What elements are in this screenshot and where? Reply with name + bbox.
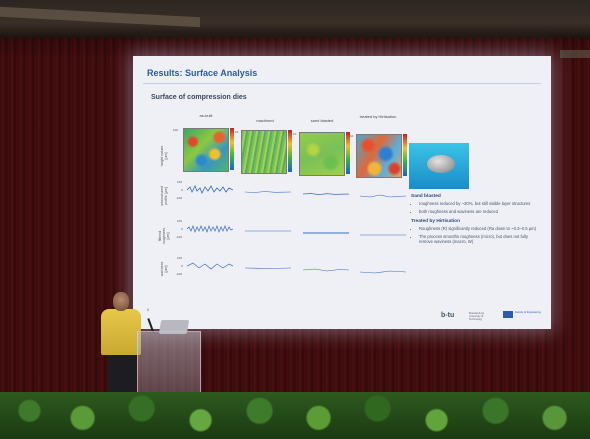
scale-max-3: 10	[293, 132, 297, 136]
university-logo-text: Faculty of Engineering	[515, 311, 541, 314]
heatmap-as-built	[183, 128, 229, 172]
ceiling-beam	[0, 6, 200, 28]
projection-screen: Results: Surface Analysis Surface of com…	[133, 56, 551, 329]
profile-sand-roughness	[303, 225, 349, 241]
hirtisation-heading: Treated by Hirtisation	[411, 219, 461, 224]
profile-tick: 0	[181, 264, 183, 268]
profile-tick: 0	[181, 227, 183, 231]
die-disc	[427, 155, 455, 173]
die-3d-render	[409, 143, 469, 189]
ceiling	[0, 0, 590, 38]
profile-machined-roughness	[245, 223, 291, 239]
colorbar-4	[403, 134, 407, 176]
heatmap-machined	[241, 130, 287, 174]
row-label-waviness: waviness [µm]	[160, 261, 168, 277]
profile-machined-waviness	[245, 260, 291, 276]
ceiling-fixture	[560, 50, 590, 58]
sand-blasted-list: roughness reduced by ~30%, but still vis…	[411, 201, 539, 214]
profile-hirt-unmeasured	[360, 188, 406, 204]
column-label-sand-blasted: sand blasted	[310, 118, 334, 123]
column-label-hirtisation: treated by Hirtisation	[359, 114, 397, 119]
stage-plants	[0, 392, 590, 439]
colorbar-3	[346, 132, 350, 174]
row-label-height: height values [µm]	[160, 145, 168, 167]
list-item: Roughness (R) significantly reduced (Ra …	[419, 226, 539, 231]
list-item: The process smooths roughness (micro), b…	[419, 234, 539, 244]
row-label-roughness: filtered roughness [µm]	[158, 227, 170, 245]
btu-logo-subtext: Brandenburg University of Technology	[469, 312, 484, 321]
profile-tick: -100	[176, 196, 183, 200]
scale-max-2: 10	[235, 130, 239, 134]
title-divider	[143, 83, 541, 84]
scale-max-1: 100	[173, 128, 179, 132]
heatmap-hirtisation	[356, 134, 402, 178]
column-label-as-built: as-built	[199, 113, 213, 118]
profile-as-built-unmeasured	[187, 182, 233, 198]
row-label-unmeasured: unmeasured profile [µm]	[160, 186, 168, 206]
column-label-machined: machined	[256, 118, 274, 123]
scale-max-4: 10	[350, 134, 354, 138]
speaker-body	[101, 309, 141, 355]
colorbar-1	[230, 128, 234, 170]
profile-tick: 100	[177, 219, 183, 223]
list-item: both roughness and waviness are reduced	[419, 209, 539, 214]
btu-logo: b-tu	[441, 312, 455, 319]
profile-as-built-roughness	[187, 221, 233, 237]
speaker-head	[113, 292, 129, 311]
profile-hirt-roughness	[360, 227, 406, 243]
sand-blasted-heading: Sand blasted	[411, 194, 441, 199]
profile-machined-unmeasured	[245, 184, 291, 200]
profile-tick: -100	[176, 235, 183, 239]
profile-hirt-waviness	[360, 264, 406, 280]
university-logo-mark	[503, 311, 513, 318]
profile-tick: -100	[176, 272, 183, 276]
profile-sand-waviness	[303, 262, 349, 278]
profile-tick: 0	[181, 188, 183, 192]
profile-as-built-waviness	[187, 258, 233, 274]
profile-tick: 100	[177, 180, 183, 184]
profile-sand-unmeasured	[303, 186, 349, 202]
heatmap-sand-blasted	[299, 132, 345, 176]
list-item: roughness reduced by ~30%, but still vis…	[419, 201, 539, 206]
slide-title: Results: Surface Analysis	[147, 68, 258, 78]
profile-tick: 100	[177, 256, 183, 260]
page-number: 8	[147, 308, 149, 312]
colorbar-2	[288, 130, 292, 172]
notes-panel: Sand blasted roughness reduced by ~30%, …	[411, 194, 539, 249]
hirtisation-list: Roughness (R) significantly reduced (Ra …	[411, 226, 539, 244]
slide-subtitle: Surface of compression dies	[151, 94, 247, 101]
